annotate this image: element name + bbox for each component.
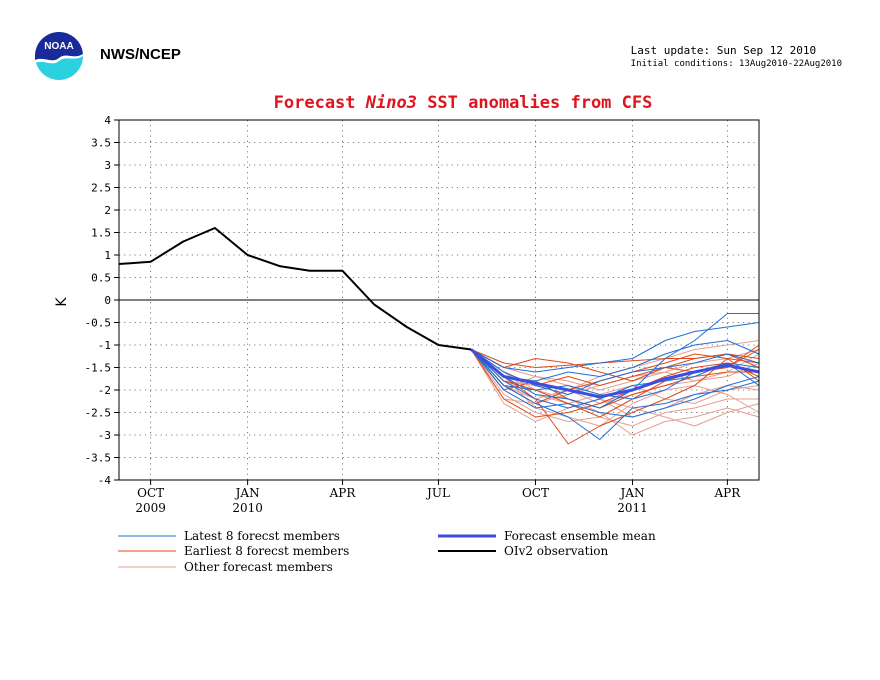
legend-label-earliest: Earliest 8 forecst members bbox=[184, 544, 349, 558]
x-tick-label: JAN bbox=[234, 486, 260, 500]
x-tick-label: APR bbox=[713, 486, 741, 500]
initial-conditions-text: Initial conditions: 13Aug2010-22Aug2010 bbox=[630, 59, 842, 69]
legend-label-latest: Latest 8 forecst members bbox=[184, 529, 340, 543]
org-label: NWS/NCEP bbox=[100, 46, 181, 63]
other-member-line bbox=[470, 349, 759, 427]
last-update-text: Last update: Sun Sep 12 2010 bbox=[630, 44, 817, 57]
x-tick-year-label: 2011 bbox=[617, 501, 648, 515]
y-tick-label: 3.5 bbox=[91, 137, 111, 150]
y-axis-label: K bbox=[54, 297, 70, 307]
y-tick-label: -0.5 bbox=[85, 317, 112, 330]
y-tick-label: -2 bbox=[98, 384, 111, 397]
x-tick-year-label: 2010 bbox=[232, 501, 263, 515]
x-tick-year-label: 2009 bbox=[135, 501, 166, 515]
y-tick-label: 0.5 bbox=[91, 272, 111, 285]
noaa-logo-icon: NOAA bbox=[35, 32, 83, 80]
observation-line bbox=[118, 227, 472, 351]
y-tick-label: -2.5 bbox=[85, 407, 112, 420]
y-tick-label: -1 bbox=[98, 339, 111, 352]
latest-member-line bbox=[470, 349, 760, 418]
legend-label-other: Other forecast members bbox=[184, 560, 333, 574]
latest-member-line bbox=[470, 313, 759, 409]
x-tick-label: OCT bbox=[137, 486, 164, 500]
update-info: Last update: Sun Sep 12 2010 Initial con… bbox=[631, 44, 842, 69]
chart-title: Forecast Nino3 SST anomalies from CFS bbox=[274, 93, 653, 113]
other-member-line bbox=[470, 349, 760, 427]
y-tick-label: -3 bbox=[98, 429, 111, 442]
y-tick-label: 0 bbox=[104, 294, 111, 307]
x-tick-label: JAN bbox=[618, 486, 644, 500]
latest-member-line bbox=[470, 322, 760, 373]
y-tick-label: 4 bbox=[104, 114, 111, 127]
logo-text: NOAA bbox=[44, 41, 73, 52]
y-tick-label: 2.5 bbox=[91, 182, 111, 195]
x-tick-label: JUL bbox=[425, 486, 450, 500]
chart-title-part-1: Nino3 bbox=[365, 93, 417, 113]
legend-label-mean: Forecast ensemble mean bbox=[504, 529, 656, 543]
legend-label-observation: OIv2 observation bbox=[504, 544, 609, 558]
x-tick-label: OCT bbox=[522, 486, 549, 500]
plot-frame bbox=[118, 119, 760, 481]
y-tick-label: 2 bbox=[104, 204, 111, 217]
other-member-line bbox=[470, 349, 760, 404]
y-tick-label: -4 bbox=[98, 474, 112, 487]
y-tick-label: 1 bbox=[104, 249, 111, 262]
chart-title-part-2: SST anomalies from CFS bbox=[417, 93, 652, 113]
y-tick-label: -3.5 bbox=[85, 452, 112, 465]
y-tick-label: -1.5 bbox=[85, 362, 112, 375]
y-tick-label: 1.5 bbox=[91, 227, 111, 240]
chart-title-part-0: Forecast bbox=[274, 93, 366, 113]
ensemble-mean-line bbox=[470, 348, 760, 399]
y-tick-label: 3 bbox=[104, 159, 111, 172]
x-tick-label: APR bbox=[329, 486, 357, 500]
